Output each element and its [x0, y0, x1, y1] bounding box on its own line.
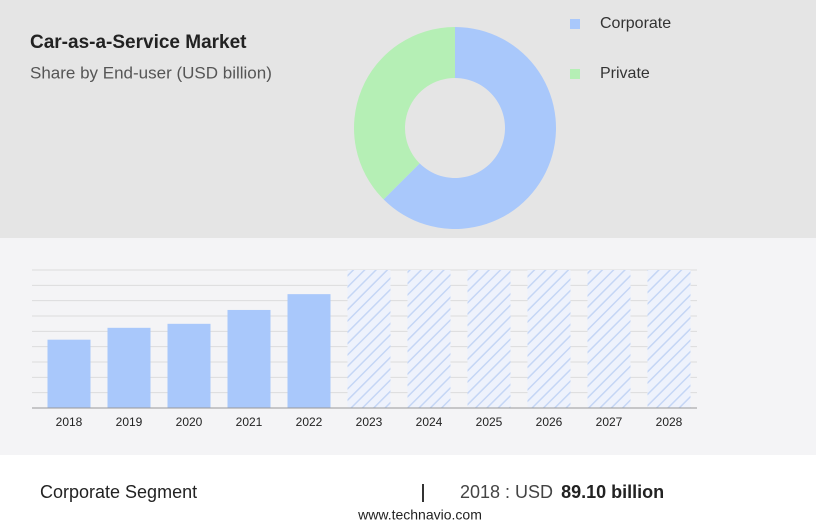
legend-swatch — [570, 69, 580, 79]
x-tick-label: 2021 — [236, 415, 263, 429]
donut-slice — [353, 27, 455, 200]
segment-label: Corporate Segment — [40, 482, 197, 502]
forecast-bar — [527, 270, 571, 408]
subtitle: Share by End-user (USD billion) — [30, 63, 272, 82]
x-tick-label: 2024 — [416, 415, 443, 429]
bar — [227, 309, 271, 408]
x-tick-label: 2027 — [596, 415, 623, 429]
bar — [167, 323, 211, 408]
x-tick-label: 2028 — [656, 415, 683, 429]
year-currency: 2018 : USD — [460, 482, 553, 502]
x-tick-label: 2019 — [116, 415, 143, 429]
x-tick-label: 2022 — [296, 415, 323, 429]
forecast-bar — [467, 270, 511, 408]
x-tick-label: 2025 — [476, 415, 503, 429]
legend-swatch — [570, 19, 580, 29]
forecast-bar — [647, 270, 691, 408]
x-tick-label: 2023 — [356, 415, 383, 429]
title: Car-as-a-Service Market — [30, 32, 247, 53]
donut-chart: Corporate Private — [353, 15, 671, 229]
forecast-bar — [587, 270, 631, 408]
footer-value: 89.10 billion — [561, 482, 664, 502]
forecast-bar — [407, 270, 451, 408]
x-tick-label: 2026 — [536, 415, 563, 429]
x-tick-label: 2018 — [56, 415, 83, 429]
bar — [107, 327, 151, 408]
website: www.technavio.com — [357, 507, 482, 523]
bar — [287, 294, 331, 408]
legend-label: Corporate — [600, 15, 671, 32]
bar-chart: 2018 2019 2020 2021 2022 2023 2024 2025 2026 2027… — [32, 269, 697, 429]
donut-slice — [383, 27, 556, 229]
footer-bg — [0, 455, 816, 528]
bar — [47, 339, 91, 408]
legend-label: Private — [600, 65, 650, 82]
forecast-bar — [347, 270, 391, 408]
x-tick-label: 2020 — [176, 415, 203, 429]
